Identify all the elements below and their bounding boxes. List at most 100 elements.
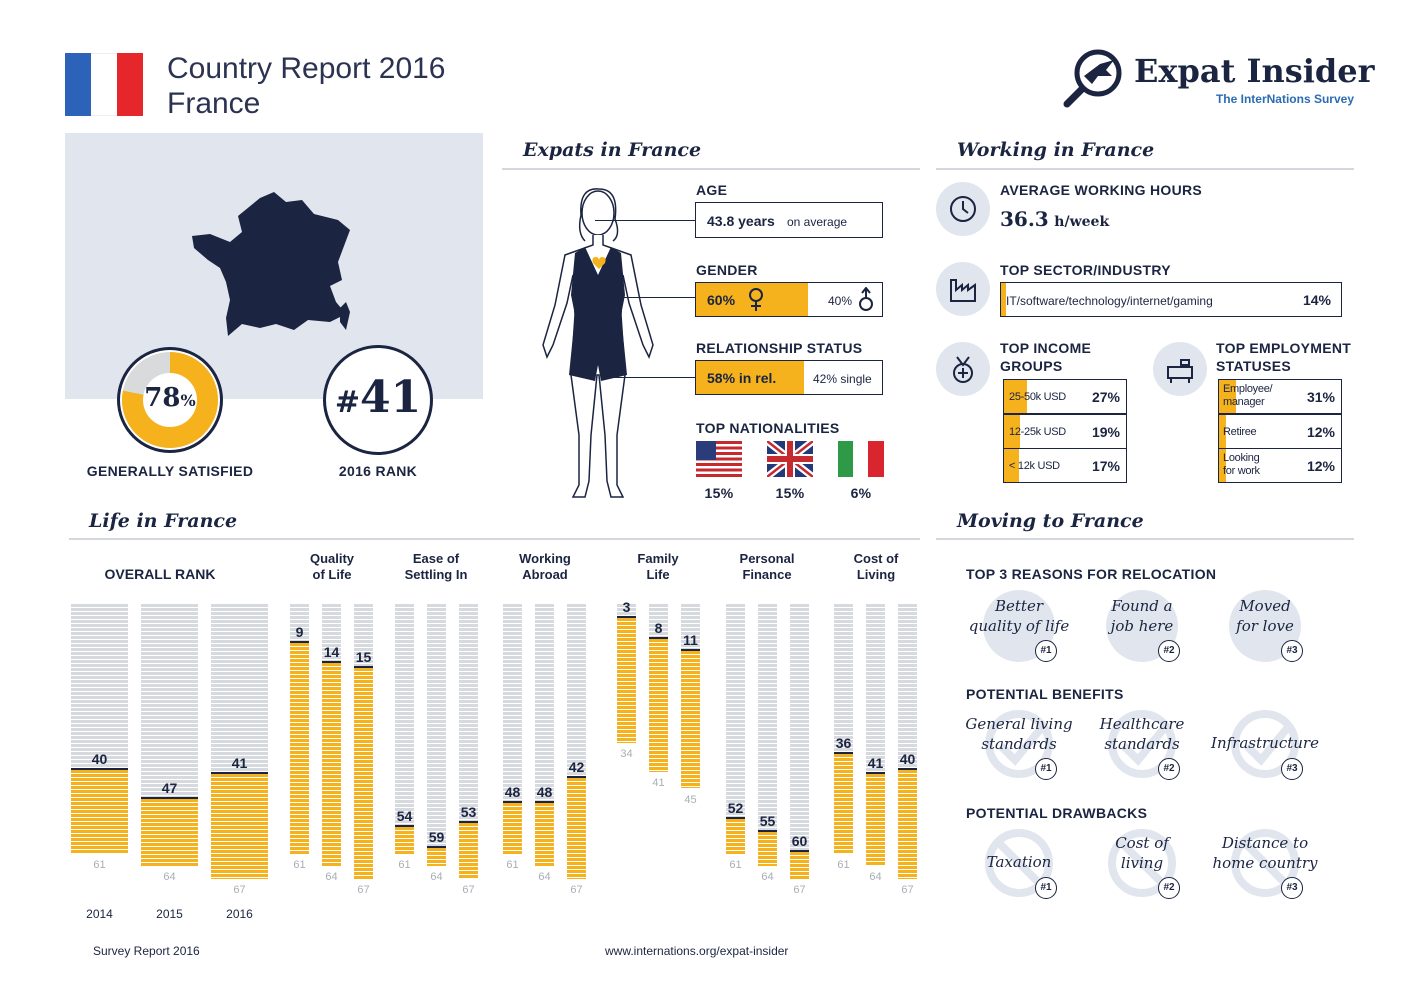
rank-track <box>535 604 554 801</box>
employment-bar <box>1219 380 1237 413</box>
ban-icon <box>1229 827 1301 899</box>
rank-value-label: 48 <box>504 783 521 800</box>
rank-value-label: 60 <box>791 833 808 849</box>
total-countries-label: 67 <box>793 883 806 896</box>
nationality-pct-1: 15% <box>704 485 734 501</box>
rank-value-label: 41 <box>231 755 248 772</box>
total-countries-label: 61 <box>837 859 850 872</box>
rank-track <box>649 604 668 637</box>
total-countries-label: 41 <box>652 777 665 790</box>
rank-value-label: 3 <box>622 599 631 616</box>
drawbacks-text-2: home country <box>1212 854 1318 872</box>
rank-bar <box>758 829 777 867</box>
male-pct: 40% <box>828 294 853 308</box>
total-countries-label: 67 <box>570 883 583 896</box>
benefits-text-1: Infrastructure <box>1211 734 1319 752</box>
reasons-rank-badge: #2 <box>1158 640 1180 662</box>
total-countries-label: 45 <box>684 793 697 806</box>
gender-box: 60% 40% <box>695 282 883 317</box>
rank-bar <box>790 850 809 879</box>
rank-bar <box>290 640 309 855</box>
rank-track <box>617 604 636 617</box>
benefits-text-2: standards <box>981 735 1057 753</box>
relationship-label: RELATIONSHIP STATUS <box>696 340 863 356</box>
chart-group-label-1: Ease of <box>412 551 460 566</box>
income-pct: 27% <box>1091 389 1120 405</box>
income-bar <box>1004 414 1021 448</box>
rank-track <box>290 604 309 641</box>
rank-track <box>322 604 341 662</box>
female-icon <box>749 288 763 311</box>
total-countries-label: 67 <box>357 883 370 896</box>
drawbacks-text-2: living <box>1120 854 1164 872</box>
reasons-label: TOP 3 REASONS FOR RELOCATION <box>966 566 1217 582</box>
rank-track <box>395 604 414 826</box>
income-pct: 19% <box>1091 423 1120 440</box>
expats-divider <box>502 168 920 170</box>
rank-bar <box>834 751 853 855</box>
sector-label: TOP SECTOR/INDUSTRY <box>1000 262 1171 278</box>
reasons-text-2: job here <box>1110 617 1174 635</box>
single-value: 42% single <box>813 372 872 386</box>
check-icon <box>1106 708 1178 780</box>
life-divider <box>69 538 920 540</box>
employment-bar <box>1219 449 1226 482</box>
relationship-bar <box>696 361 804 394</box>
income-row: 25-50k USD 27% <box>1003 379 1127 414</box>
overall-rank-label: OVERALL RANK <box>104 566 216 582</box>
magnifier-bird-icon <box>1063 49 1122 108</box>
drawbacks-rank-badge: #1 <box>1035 877 1057 899</box>
reasons-text-1: Found a <box>1111 597 1173 615</box>
nationalities-label: TOP NATIONALITIES <box>696 420 840 436</box>
usa-flag-icon <box>696 441 742 477</box>
income-label-2: GROUPS <box>1000 358 1063 374</box>
rank-bar <box>211 772 268 879</box>
brand-name: Expat Insider <box>1134 52 1375 90</box>
total-countries-label: 64 <box>430 871 443 884</box>
rank-value-label: 11 <box>683 632 698 649</box>
employment-row: Retiree 12% <box>1218 413 1342 449</box>
benefits-text-1: General living <box>965 715 1073 733</box>
sector-pct: 14% <box>1302 292 1331 308</box>
factory-icon <box>936 262 990 316</box>
employment-status-2: for work <box>1223 465 1260 477</box>
brand-subtitle: The InterNations Survey <box>1215 92 1354 106</box>
satisfied-donut: 78% <box>115 345 225 455</box>
nationality-pct-3: 6% <box>850 485 872 501</box>
benefits-rank-badge: #1 <box>1035 758 1057 780</box>
rank-value-label: 48 <box>536 783 553 800</box>
ban-icon <box>983 827 1055 899</box>
footer-url[interactable]: www.internations.org/expat-insider <box>605 944 789 958</box>
benefits-rank-badge: #2 <box>1158 758 1180 780</box>
rank-value-label: 52 <box>727 800 744 817</box>
woman-figure-icon <box>542 188 654 498</box>
rank-track <box>503 604 522 801</box>
satisfied-value: 78 <box>144 383 181 413</box>
reasons-text-1: Moved <box>1239 597 1291 615</box>
employment-label-1: TOP EMPLOYMENT <box>1216 340 1352 356</box>
rank-value-label: 9 <box>295 623 304 640</box>
rank-bar <box>354 665 373 879</box>
total-countries-label: 64 <box>538 871 551 884</box>
age-box: 43.8 years on average <box>695 202 883 238</box>
employment-bar <box>1219 414 1226 448</box>
chart-group-label-2: of Life <box>312 567 352 582</box>
total-countries-label: 61 <box>93 859 106 872</box>
income-pct: 17% <box>1091 458 1120 474</box>
benefits-text-2: standards <box>1104 735 1180 753</box>
satisfied-label: GENERALLY SATISFIED <box>86 463 254 479</box>
rank-track <box>141 604 198 797</box>
rank-bar <box>427 845 446 867</box>
reasons-rank-badge: #1 <box>1035 640 1057 662</box>
rank-bar <box>141 796 198 867</box>
reasons-text-2: for love <box>1236 617 1294 635</box>
drawbacks-text-1: Taxation <box>986 853 1052 871</box>
rank-bar <box>459 821 478 879</box>
drawbacks-label: POTENTIAL DRAWBACKS <box>966 805 1148 821</box>
relationship-box: 58% in rel. 42% single <box>695 360 883 395</box>
total-countries-label: 64 <box>761 871 774 884</box>
medal-icon <box>936 342 990 396</box>
total-countries-label: 34 <box>620 748 633 761</box>
rank-track <box>71 604 128 768</box>
total-countries-label: 64 <box>163 871 176 884</box>
